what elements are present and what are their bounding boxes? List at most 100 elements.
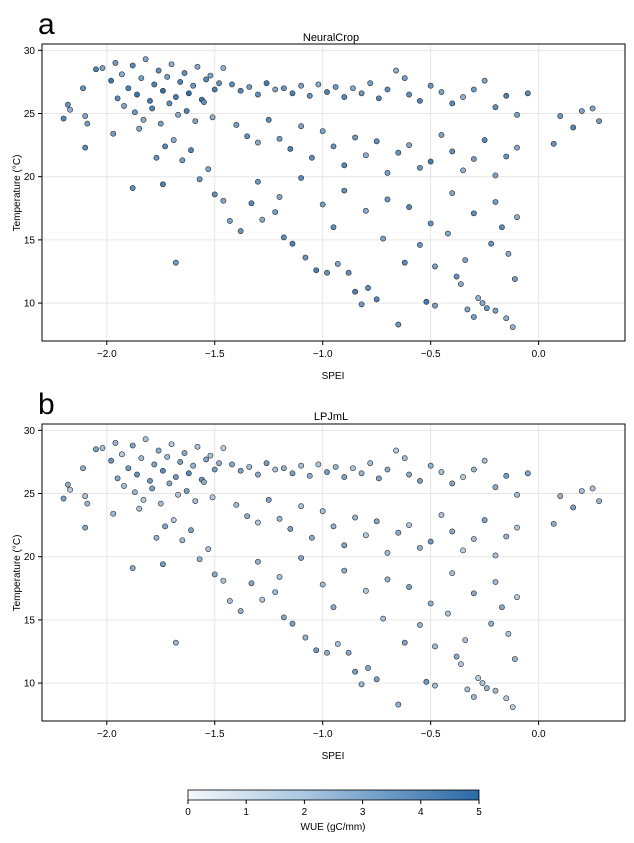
data-point [352,288,358,295]
data-point [131,489,138,496]
data-point [306,472,313,479]
data-point [319,581,326,588]
data-point [220,65,227,71]
data-point [140,116,147,123]
data-point [492,199,499,205]
data-point [205,166,212,173]
y-tick-label: 20 [24,552,36,563]
data-point [121,103,127,109]
colorbar-tick-label: 5 [476,807,482,818]
data-point [470,466,477,473]
data-point [155,67,162,74]
colorbar-label: WUE (gC/mm) [301,822,366,833]
data-point [272,86,279,93]
data-point [352,668,358,675]
data-point [365,665,371,671]
data-point [140,496,147,503]
data-point [110,510,117,517]
data-point [373,518,380,525]
data-point [194,443,201,450]
data-point [427,220,434,227]
data-point [345,649,352,656]
data-point [149,485,156,492]
data-point [503,153,510,160]
data-point [190,82,197,89]
data-point [406,142,412,149]
data-point [384,86,391,93]
data-point [170,137,177,143]
data-point [514,144,520,151]
data-point [259,596,266,603]
data-point [289,90,296,97]
data-point [406,91,412,98]
data-point [557,493,564,499]
data-point [481,457,488,464]
data-point [188,527,194,534]
data-point [352,134,358,141]
data-point [181,450,188,456]
data-point [84,500,91,507]
data-point [509,324,516,330]
data-point [362,207,369,214]
data-point [505,630,512,637]
data-point [60,115,67,122]
data-point [334,261,341,267]
data-point [596,498,602,504]
data-point [309,534,315,541]
data-point [170,517,177,523]
panel-b-xlabel: SPEI [322,751,345,762]
data-point [112,60,119,66]
data-point [309,154,315,161]
data-point [131,109,138,116]
data-point [503,533,510,540]
data-point [233,121,240,128]
data-point [464,306,471,313]
data-point [209,114,216,121]
data-point [157,120,164,127]
data-point [112,440,119,446]
data-point [67,486,73,493]
data-point [129,62,136,69]
data-point [470,590,477,597]
data-point [99,445,106,451]
data-point [172,639,179,646]
data-point [183,108,190,114]
data-point [160,181,166,188]
data-point [118,71,125,78]
data-point [550,140,557,147]
data-point [188,147,194,154]
data-point [177,459,184,465]
data-point [384,466,391,473]
data-point [578,488,585,494]
data-point [503,695,510,702]
data-point [589,485,596,492]
data-point [367,80,374,87]
data-point [142,436,149,443]
data-point [272,589,279,595]
colorbar-tick-label: 1 [243,807,249,818]
data-point [362,152,369,159]
data-point [121,483,127,489]
data-point [514,491,520,498]
data-point [449,100,456,107]
colorbar-gradient [187,789,480,801]
data-point [464,686,471,693]
data-point [177,79,184,85]
data-point [315,461,322,468]
data-point [330,604,337,611]
data-point [129,185,136,191]
y-tick-label: 20 [24,172,36,183]
data-point [578,108,585,114]
y-tick-label: 10 [24,299,36,310]
data-point [438,469,445,475]
panel-a-xticks: −2.0 −1.5 −1.0 −0.5 0.0 [97,341,546,360]
data-point [248,580,255,587]
data-point [395,321,402,328]
data-point [255,558,261,565]
data-point [166,100,173,107]
data-point [172,94,179,100]
data-point [362,587,369,594]
data-point [60,495,67,502]
data-point [246,84,253,90]
